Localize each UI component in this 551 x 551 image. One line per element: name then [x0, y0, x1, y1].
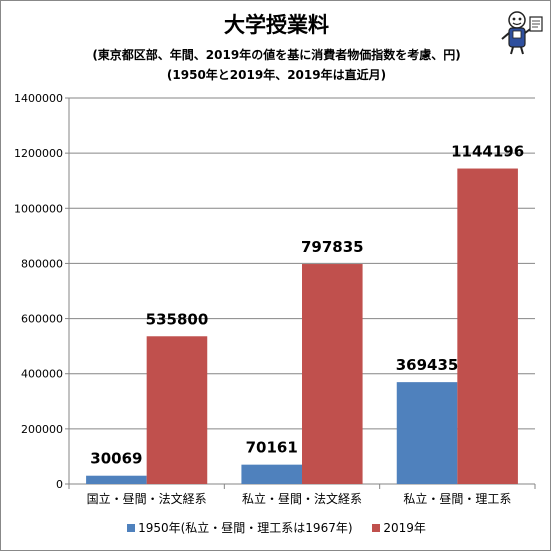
chart-subtitle-line-1: (東京都区部、年間、2019年の値を基に消費者物価指数を考慮、円) — [92, 48, 461, 62]
y-axis-tick-labels: 0 200000 400000 600000 800000 1000000 1200000 1… — [14, 92, 63, 491]
bar-s0-c2 — [396, 382, 458, 484]
y-tick-label-6: 1200000 — [14, 147, 63, 160]
y-tick-label-4: 800000 — [21, 257, 63, 270]
bar-s1-c1 — [302, 264, 363, 484]
bar-s0-c0 — [86, 475, 147, 484]
x-tick-label-2: 私立・昼間・理工系 — [403, 491, 511, 506]
cartoon-mascot-icon — [501, 11, 543, 55]
data-label-s1-c2: 1144196 — [451, 143, 524, 161]
x-tick-label-1: 私立・昼間・法文経系 — [242, 491, 362, 506]
legend-item-2019: 2019年 — [372, 519, 426, 536]
data-label-s0-c0: 30069 — [90, 450, 142, 468]
bar-s1-c2 — [457, 168, 518, 485]
legend-label-2019: 2019年 — [383, 521, 426, 535]
data-labels: 30069 535800 70161 797835 369435 1144196 — [90, 143, 524, 468]
data-label-s1-c0: 535800 — [146, 310, 209, 328]
y-tick-label-1: 200000 — [21, 423, 63, 436]
y-tick-label-2: 400000 — [21, 368, 63, 381]
legend-swatch-2019 — [372, 524, 381, 532]
data-label-s0-c1: 70161 — [246, 439, 298, 457]
data-label-s0-c2: 369435 — [396, 356, 459, 374]
legend-label-1950: 1950年(私立・昼間・理工系は1967年) — [138, 521, 353, 535]
chart-title: 大学授業料 — [224, 13, 329, 37]
y-tick-label-3: 600000 — [21, 313, 63, 326]
bar-s1-c0 — [146, 336, 208, 484]
x-axis-tick-labels: 国立・昼間・法文経系 私立・昼間・法文経系 私立・昼間・理工系 — [87, 491, 512, 506]
y-tick-label-5: 1000000 — [14, 202, 63, 215]
bar-s0-c1 — [241, 464, 302, 484]
legend: 1950年(私立・昼間・理工系は1967年) 2019年 — [1, 519, 550, 536]
legend-swatch-1950 — [127, 524, 136, 532]
bars — [86, 168, 518, 485]
x-tick-label-0: 国立・昼間・法文経系 — [87, 491, 207, 506]
data-label-s1-c1: 797835 — [301, 238, 364, 256]
chart-subtitle-line-2: (1950年と2019年、2019年は直近月) — [166, 68, 387, 82]
y-tick-label-0: 0 — [56, 478, 63, 491]
y-tick-label-7: 1400000 — [14, 92, 63, 105]
legend-item-1950: 1950年(私立・昼間・理工系は1967年) — [127, 519, 353, 536]
